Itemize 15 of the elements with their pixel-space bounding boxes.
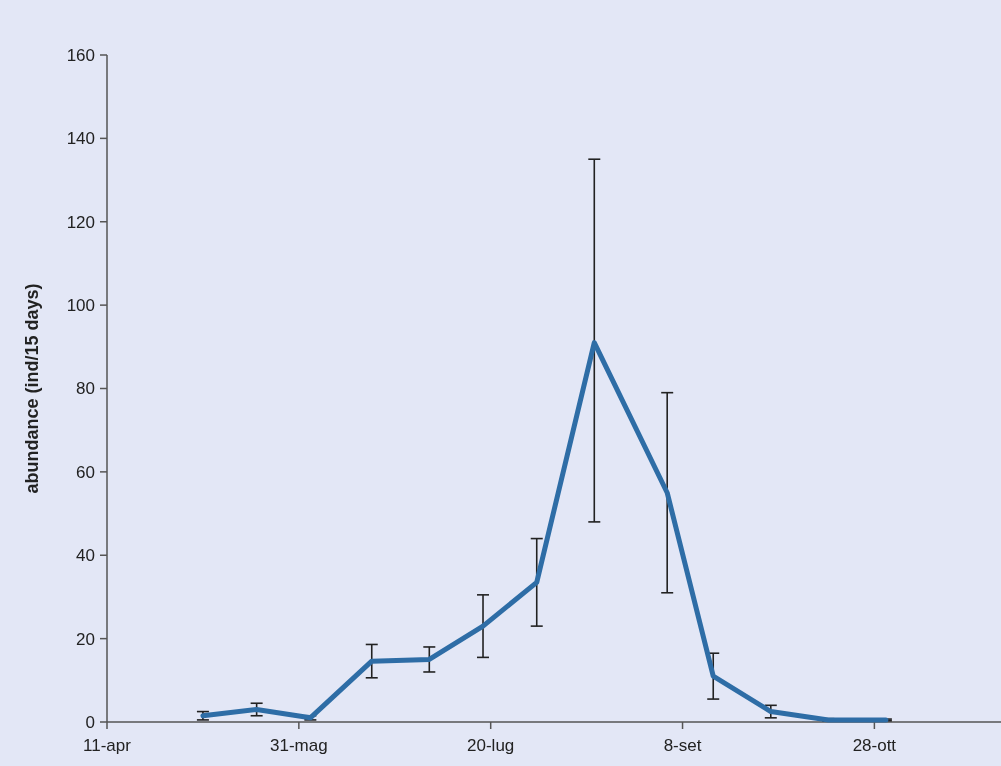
x-tick-label: 31-mag xyxy=(270,736,328,755)
y-tick-label: 120 xyxy=(66,212,95,232)
y-tick-label: 60 xyxy=(76,462,95,482)
x-tick-label: 20-lug xyxy=(467,736,515,755)
y-tick-label: 100 xyxy=(66,296,95,316)
y-axis-title: abundance (ind/15 days) xyxy=(22,283,42,494)
y-tick-label: 140 xyxy=(66,129,95,149)
x-tick-label: 8-set xyxy=(663,736,702,755)
y-tick-label: 40 xyxy=(76,546,95,566)
y-tick-label: 160 xyxy=(66,45,95,65)
y-tick-label: 80 xyxy=(76,379,95,399)
x-tick-label: 28-ott xyxy=(852,736,897,755)
x-tick-label: 11-apr xyxy=(83,736,132,755)
y-tick-label: 20 xyxy=(76,629,95,649)
y-tick-label: 0 xyxy=(85,712,95,732)
